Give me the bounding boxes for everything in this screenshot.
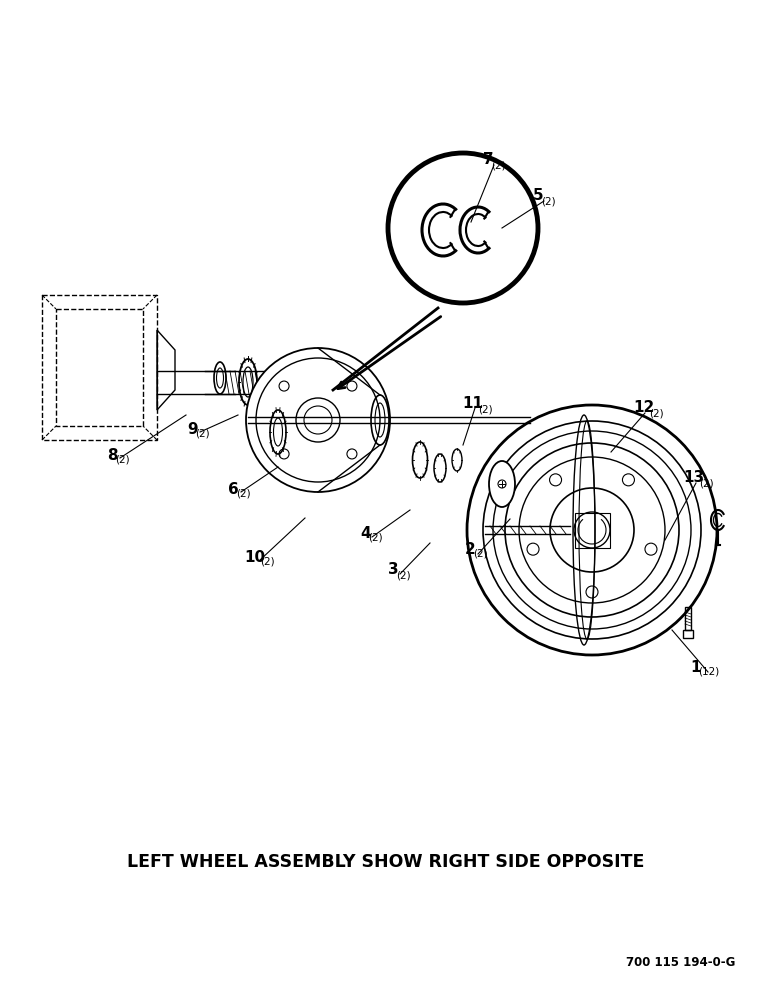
Circle shape [246, 348, 390, 492]
Text: (2): (2) [396, 570, 411, 580]
Text: (2): (2) [195, 429, 210, 439]
Text: (2): (2) [491, 160, 506, 170]
Text: 5: 5 [533, 188, 543, 204]
Text: 8: 8 [107, 448, 117, 462]
Text: 6: 6 [228, 482, 239, 496]
Text: 7: 7 [483, 152, 493, 167]
Ellipse shape [489, 461, 515, 507]
Text: 700 115 194-0-G: 700 115 194-0-G [625, 956, 735, 970]
Text: 9: 9 [187, 422, 198, 436]
Ellipse shape [412, 442, 428, 478]
Text: 13: 13 [683, 471, 704, 486]
Text: (2): (2) [236, 489, 251, 499]
Text: (2): (2) [541, 196, 556, 206]
Text: 10: 10 [244, 550, 265, 564]
Text: (2): (2) [473, 549, 488, 559]
Text: 11: 11 [462, 396, 483, 412]
Text: (2): (2) [115, 455, 130, 465]
Text: 4: 4 [360, 526, 371, 540]
Text: (2): (2) [649, 408, 664, 418]
Circle shape [388, 153, 538, 303]
Text: (2): (2) [368, 533, 383, 543]
Text: (2): (2) [478, 404, 493, 414]
Text: 12: 12 [633, 400, 654, 416]
Text: (2): (2) [699, 478, 713, 488]
Text: 3: 3 [388, 562, 398, 578]
Text: 2: 2 [465, 542, 476, 556]
Ellipse shape [371, 395, 389, 445]
Text: 1: 1 [690, 660, 700, 674]
Text: (12): (12) [698, 667, 720, 677]
Text: LEFT WHEEL ASSEMBLY SHOW RIGHT SIDE OPPOSITE: LEFT WHEEL ASSEMBLY SHOW RIGHT SIDE OPPO… [127, 853, 645, 871]
Text: (2): (2) [260, 557, 275, 567]
